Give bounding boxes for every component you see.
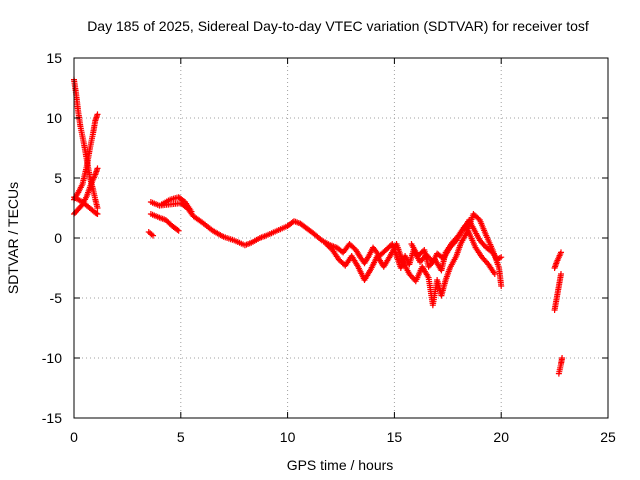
data-point	[94, 165, 101, 172]
y-tick-label: 10	[46, 110, 62, 126]
grid-lines	[74, 58, 608, 418]
x-tick-label: 5	[177, 429, 185, 445]
data-point	[498, 283, 505, 289]
data-point	[175, 227, 182, 234]
x-tick-label: 15	[387, 429, 403, 445]
data-point	[188, 208, 195, 215]
data-point	[94, 205, 101, 211]
data-point	[558, 249, 565, 256]
data-point	[558, 271, 565, 277]
y-tick-label: 15	[46, 50, 62, 66]
x-tick-label: 25	[600, 429, 616, 445]
y-axis-label: SDTVAR / TECUs	[5, 182, 21, 294]
y-tick-label: -5	[50, 290, 63, 306]
y-tick-label: -15	[42, 410, 62, 426]
data-point	[94, 211, 101, 217]
data-point	[94, 111, 101, 118]
x-tick-label: 10	[280, 429, 296, 445]
data-point	[498, 254, 505, 261]
data-point	[559, 355, 566, 361]
y-tick-label: 5	[54, 170, 62, 186]
data-point	[491, 271, 498, 277]
data-point	[150, 232, 157, 239]
y-tick-label: 0	[54, 230, 62, 246]
chart-title: Day 185 of 2025, Sidereal Day-to-day VTE…	[87, 18, 589, 34]
data-point	[174, 226, 181, 233]
x-tick-label: 20	[493, 429, 509, 445]
axis-ticks: 0 5 10 15 20 25 -15 -10 -5 0 5 10 15	[42, 50, 616, 445]
x-tick-label: 0	[70, 429, 78, 445]
y-tick-label: -10	[42, 350, 62, 366]
data-points	[71, 76, 566, 377]
x-axis-label: GPS time / hours	[287, 457, 394, 473]
